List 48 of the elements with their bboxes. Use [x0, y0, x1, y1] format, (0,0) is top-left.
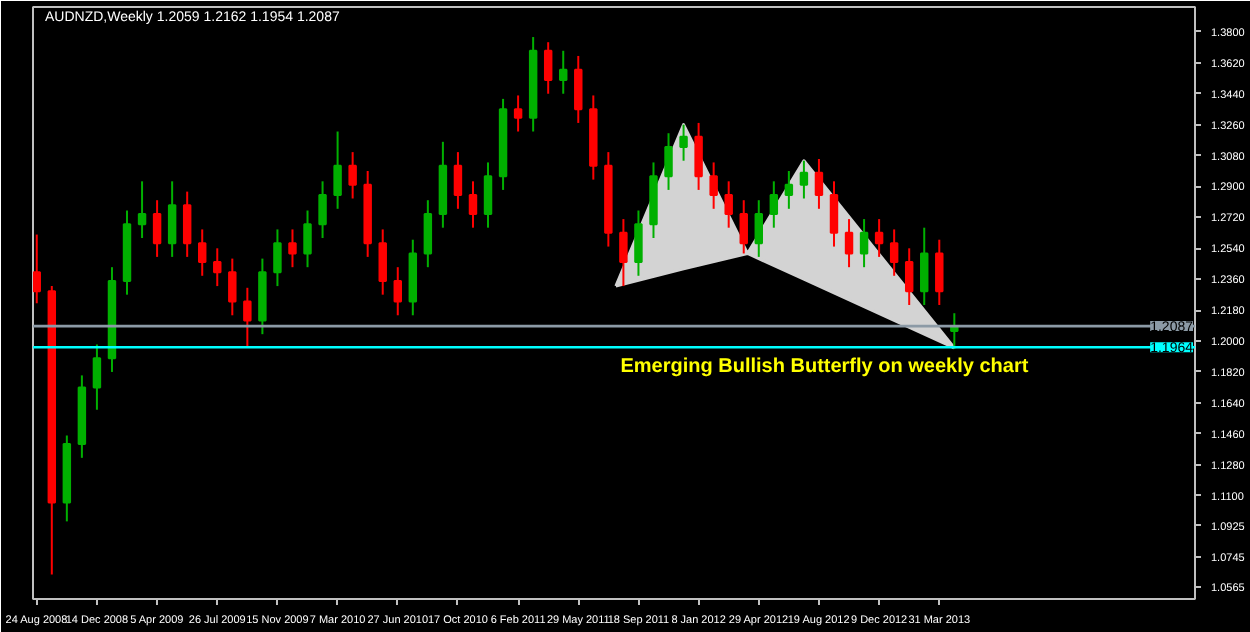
candlestick: [228, 257, 237, 317]
candlestick: [889, 228, 899, 277]
candlestick: [318, 180, 327, 239]
candlestick: [453, 151, 463, 210]
candlestick: [634, 209, 643, 277]
candlestick: [920, 226, 929, 306]
candlestick: [694, 121, 703, 191]
candlestick: [904, 247, 914, 306]
candlestick: [574, 54, 583, 124]
candlestick: [92, 343, 102, 411]
candlestick: [33, 233, 41, 305]
candlestick: [423, 199, 433, 269]
candlestick: [137, 180, 147, 239]
candlestick: [333, 130, 342, 210]
candlestick: [483, 161, 493, 229]
candlestick: [874, 218, 884, 258]
candlestick: [935, 238, 944, 306]
candlestick: [739, 199, 748, 255]
candlestick: [167, 180, 177, 258]
candlestick: [198, 228, 207, 277]
candlestick: [543, 41, 553, 95]
candlestick: [513, 94, 523, 133]
candlestick: [829, 180, 839, 248]
candlestick: [709, 161, 718, 210]
candlestick: [724, 180, 733, 229]
candlestick: [393, 266, 402, 317]
candlestick: [182, 190, 192, 258]
candlestick: [784, 170, 794, 210]
candlestick: [664, 132, 673, 191]
candlestick: [769, 180, 779, 229]
candlestick: [348, 151, 357, 200]
candlestick: [288, 228, 297, 269]
candlestick: [754, 199, 763, 258]
annotation: Emerging Bullish Butterfly on weekly chart: [620, 355, 1030, 378]
candlestick: [679, 123, 688, 162]
candlestick: [859, 218, 869, 269]
candlestick: [213, 247, 222, 288]
candlestick: [378, 228, 387, 296]
candlestick: [559, 49, 568, 95]
candlestick: [799, 159, 809, 200]
candlestick: [814, 157, 824, 210]
candlestick: [844, 218, 854, 269]
candlestick: [243, 286, 252, 349]
candlestick: [273, 228, 282, 288]
candlestick: [619, 218, 628, 288]
candlestick: [468, 180, 478, 229]
candlestick: [152, 199, 162, 258]
candlestick: [303, 209, 312, 269]
